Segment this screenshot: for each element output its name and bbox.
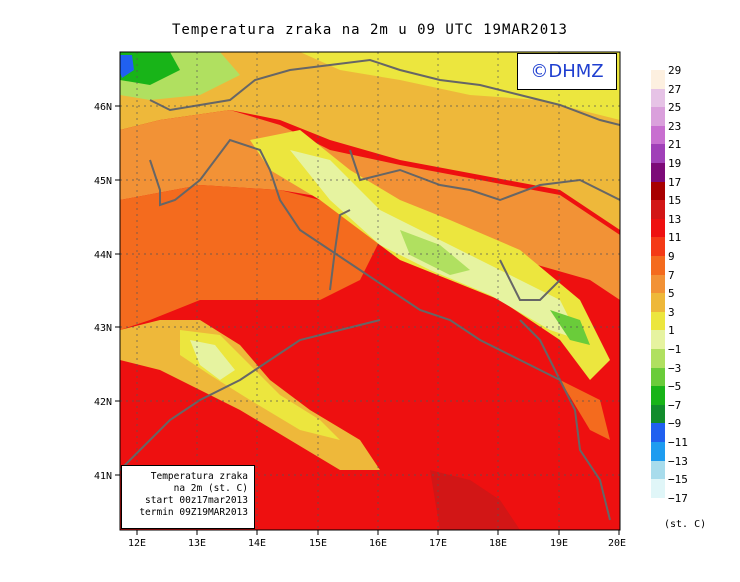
legend-swatch <box>651 218 665 238</box>
legend-label: 11 <box>668 231 682 245</box>
legend-entry <box>651 367 721 387</box>
legend-entry <box>651 70 721 90</box>
legend-swatch <box>651 460 665 480</box>
legend-swatch <box>651 181 665 201</box>
legend-entry <box>651 144 721 164</box>
legend-label: 1 <box>668 324 675 338</box>
legend-swatch <box>651 479 665 499</box>
lon-label: 20E <box>608 538 626 549</box>
lon-label: 12E <box>128 538 146 549</box>
legend-entry <box>651 274 721 294</box>
legend-swatch <box>651 311 665 331</box>
lat-lon-grid <box>120 52 620 530</box>
legend-swatch <box>651 442 665 462</box>
legend-label: −9 <box>668 417 682 431</box>
legend-entry <box>651 293 721 313</box>
legend-swatch <box>651 423 665 443</box>
lat-label: 43N <box>94 323 112 334</box>
legend-swatch <box>651 330 665 350</box>
legend-entry <box>651 442 721 462</box>
legend-swatch <box>651 70 665 90</box>
info-line: Temperatura zraka <box>150 471 248 482</box>
legend-entry <box>651 200 721 220</box>
legend-label: −7 <box>668 398 682 412</box>
coastlines <box>120 58 620 521</box>
legend-swatch <box>651 163 665 183</box>
info-line: start 00z17mar2013 <box>145 495 248 506</box>
lon-label: 19E <box>550 538 568 549</box>
lon-label: 16E <box>369 538 387 549</box>
lat-label: 46N <box>94 102 112 113</box>
legend-entry <box>651 479 721 499</box>
legend-label: 27 <box>668 82 682 96</box>
legend-label: 7 <box>668 268 675 282</box>
legend-entry <box>651 330 721 350</box>
legend-label: −11 <box>668 436 688 449</box>
legend-label: −13 <box>668 454 688 468</box>
map-frame <box>119 51 621 531</box>
legend-entry <box>651 163 721 183</box>
legend-unit: (st. C) <box>664 519 707 530</box>
lat-label: 42N <box>94 397 112 408</box>
legend-swatch <box>651 107 665 127</box>
legend-entry <box>651 107 721 127</box>
legend-label: 9 <box>668 250 675 263</box>
legend-label: −1 <box>668 343 682 356</box>
legend-label: 23 <box>668 119 682 133</box>
info-line: termin 09Z19MAR2013 <box>139 507 248 518</box>
legend-label: 19 <box>668 157 682 170</box>
lon-label: 17E <box>429 538 447 549</box>
legend-label: 3 <box>668 305 675 319</box>
legend-label: 17 <box>668 175 682 189</box>
lat-label: 44N <box>94 250 112 261</box>
legend-swatch <box>651 349 665 369</box>
legend-label: −5 <box>668 380 682 394</box>
legend-entry <box>651 460 721 480</box>
legend-entry <box>651 125 721 145</box>
temperature-field <box>120 52 620 530</box>
legend-label: 15 <box>668 194 682 208</box>
lat-label: 45N <box>94 176 112 187</box>
legend-entry <box>651 311 721 331</box>
info-box: Temperatura zraka na 2m (st. C) start 00… <box>121 465 255 529</box>
lon-label: 15E <box>309 538 327 549</box>
legend-swatch <box>651 404 665 424</box>
legend-entry <box>651 218 721 238</box>
legend-swatch <box>651 274 665 294</box>
legend-label: −15 <box>668 473 688 487</box>
legend-label: 29 <box>668 64 682 77</box>
legend-label: −3 <box>668 361 682 375</box>
legend-label: 21 <box>668 138 682 152</box>
legend-entry <box>651 88 721 108</box>
legend-swatch <box>651 200 665 220</box>
legend-swatch <box>651 125 665 145</box>
lon-label: 18E <box>489 538 507 549</box>
legend-entry <box>651 256 721 276</box>
legend-swatch <box>651 237 665 257</box>
legend-swatch <box>651 88 665 108</box>
legend-swatch <box>651 144 665 164</box>
legend-label: −17 <box>668 491 688 505</box>
legend-label: 13 <box>668 212 682 226</box>
dhmz-logo: ©DHMZ <box>517 53 617 90</box>
legend-entry <box>651 181 721 201</box>
legend-swatch <box>651 256 665 276</box>
info-line: na 2m (st. C) <box>173 483 248 494</box>
lon-label: 14E <box>248 538 266 549</box>
legend-label: 5 <box>668 287 675 301</box>
legend-entry <box>651 386 721 406</box>
legend-label: 25 <box>668 101 682 115</box>
legend-entry <box>651 423 721 443</box>
lat-label: 41N <box>94 471 112 482</box>
legend-swatch <box>651 367 665 387</box>
legend-entry <box>651 404 721 424</box>
legend-entry <box>651 237 721 257</box>
map-title: Temperatura zraka na 2m u 09 UTC 19MAR20… <box>171 22 568 38</box>
lon-label: 13E <box>188 538 206 549</box>
legend-entry <box>651 349 721 369</box>
legend-swatch <box>651 386 665 406</box>
legend-swatch <box>651 293 665 313</box>
axis-ticks <box>115 105 620 535</box>
